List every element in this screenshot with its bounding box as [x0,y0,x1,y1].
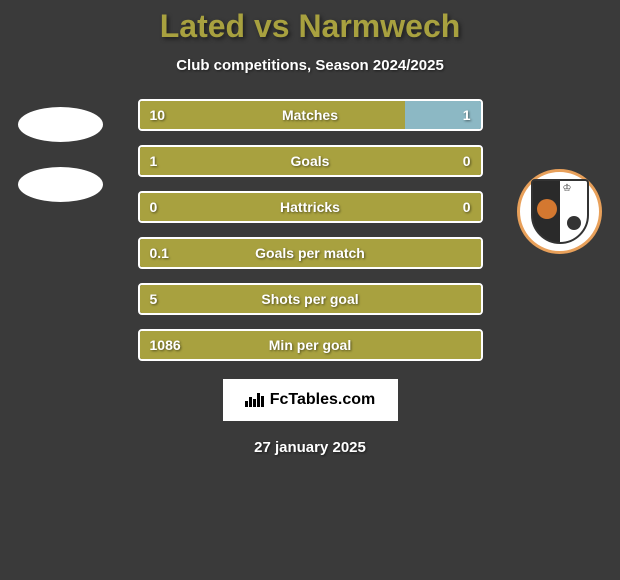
stat-right-value [471,285,481,313]
lion-icon [537,199,557,219]
stats-bars: 101Matches 10Goals 00Hattricks 0.1Goals per… [138,99,483,361]
stat-bar: 0.1Goals per match [138,237,483,269]
stat-bar: 5Shots per goal [138,283,483,315]
stat-right-value: 0 [463,147,481,175]
stats-area: ♔ 101Matches 10Goals 00Hattricks 0.1Goals p… [0,99,620,361]
stat-right-value: 1 [405,101,480,129]
page-title: Lated vs Narmwech [160,8,461,45]
stat-left-value: 1 [140,147,463,175]
shield-icon: ♔ [531,179,589,244]
brand-name: FcTables.com [270,391,376,409]
stat-right-value [471,239,481,267]
stat-left-value: 1086 [140,331,471,359]
stat-left-value: 0.1 [140,239,471,267]
stat-bar: 00Hattricks [138,191,483,223]
chart-icon [245,393,264,407]
stat-left-value: 5 [140,285,471,313]
stat-bar: 1086Min per goal [138,329,483,361]
stat-bar: 101Matches [138,99,483,131]
team-logo-placeholder [18,107,103,142]
right-team-logo: ♔ [517,169,602,254]
team-badge: ♔ [517,169,602,254]
date-label: 27 january 2025 [254,439,366,456]
stat-right-value: 0 [310,193,481,221]
brand-logo[interactable]: FcTables.com [223,379,398,421]
left-team-logos [18,107,103,202]
main-container: Lated vs Narmwech Club competitions, Sea… [0,0,620,580]
crown-icon: ♔ [563,183,583,195]
stat-left-value: 10 [140,101,406,129]
stat-left-value: 0 [140,193,311,221]
page-subtitle: Club competitions, Season 2024/2025 [176,57,444,74]
stat-bar: 10Goals [138,145,483,177]
stat-right-value [471,331,481,359]
team-logo-placeholder [18,167,103,202]
ball-icon [567,216,581,230]
